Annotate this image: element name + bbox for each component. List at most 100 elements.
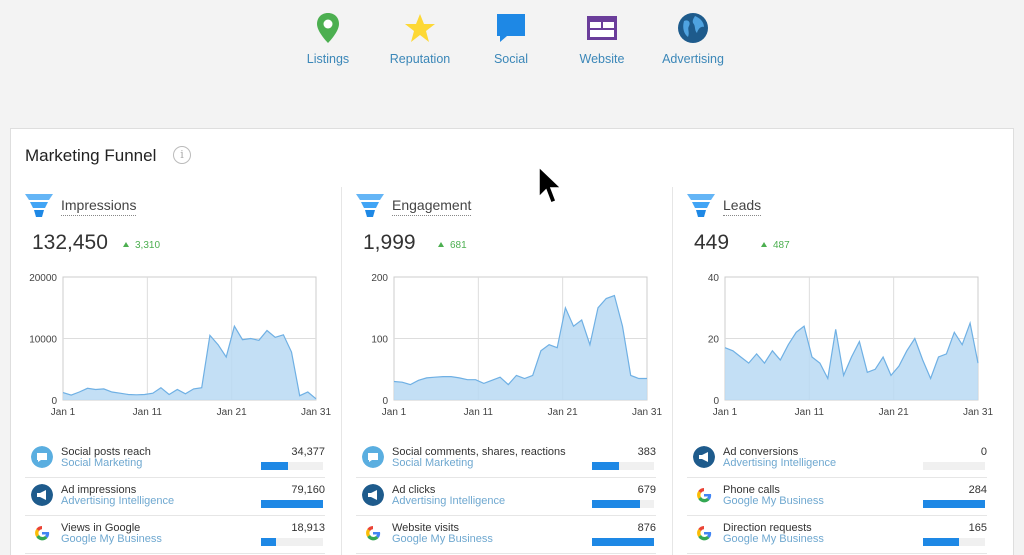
metric-name: Ad conversions xyxy=(723,446,799,458)
metric-bar-fill xyxy=(592,538,654,546)
map-pin-icon xyxy=(317,13,339,43)
google-icon xyxy=(35,526,50,541)
metric-name: Views in Google xyxy=(61,522,141,534)
x-tick-label: Jan 11 xyxy=(133,407,163,418)
total-value: 1,999 xyxy=(363,231,416,254)
funnel-icon xyxy=(687,194,715,217)
megaphone-icon xyxy=(31,484,53,506)
delta-badge: 681 xyxy=(438,240,467,251)
y-tick-label: 0 xyxy=(713,396,719,407)
metric-row: Ad clicks Advertising Intelligence 679 xyxy=(356,478,656,516)
up-arrow-icon xyxy=(123,242,129,247)
series-line xyxy=(724,320,979,381)
funnel-icon xyxy=(25,194,53,217)
delta-value: 681 xyxy=(450,240,467,251)
delta-badge: 487 xyxy=(761,240,790,251)
nav-label: Social xyxy=(493,52,529,66)
metric-value: 34,377 xyxy=(291,446,325,458)
y-tick-label: 40 xyxy=(708,273,720,284)
x-tick-label: Jan 31 xyxy=(963,407,993,418)
info-icon[interactable]: i xyxy=(173,146,191,164)
metric-value: 79,160 xyxy=(291,484,325,496)
metric-source-link[interactable]: Social Marketing xyxy=(392,457,474,469)
total-value: 132,450 xyxy=(32,231,108,254)
x-tick-label: Jan 31 xyxy=(301,407,331,418)
metric-source-link[interactable]: Social Marketing xyxy=(61,457,143,469)
y-tick-label: 0 xyxy=(382,396,388,407)
metric-bar-track xyxy=(592,538,654,546)
megaphone-icon xyxy=(362,484,384,506)
megaphone-icon xyxy=(693,446,715,468)
nav-reputation[interactable]: Reputation xyxy=(365,10,475,66)
nav-advertising[interactable]: Advertising xyxy=(638,10,748,66)
area-series xyxy=(394,295,647,400)
x-tick-label: Jan 21 xyxy=(217,407,247,418)
metric-name: Ad impressions xyxy=(61,484,137,496)
metric-bar-fill xyxy=(592,462,620,470)
x-tick-label: Jan 21 xyxy=(879,407,909,418)
metric-bar-track xyxy=(923,538,985,546)
metric-row: Direction requests Google My Business 165 xyxy=(687,516,987,554)
metric-bar-track xyxy=(261,462,323,470)
metric-bar-track xyxy=(592,462,654,470)
panel-label[interactable]: Engagement xyxy=(392,197,472,216)
nav-label: Listings xyxy=(306,52,350,66)
area-series xyxy=(725,323,978,400)
google-icon xyxy=(366,526,381,541)
up-arrow-icon xyxy=(438,242,444,247)
nav-label: Reputation xyxy=(389,52,451,66)
globe-icon xyxy=(678,13,708,43)
x-tick-label: Jan 1 xyxy=(51,407,76,418)
chat-bubble-icon xyxy=(497,14,525,42)
funnel-icon xyxy=(356,194,384,217)
metric-bar-fill xyxy=(592,500,641,508)
metric-source-link[interactable]: Advertising Intelligence xyxy=(61,495,175,507)
metric-bar-track xyxy=(923,462,985,470)
metric-source-link[interactable]: Advertising Intelligence xyxy=(723,457,837,469)
nav-label: Advertising xyxy=(662,52,724,66)
star-icon xyxy=(405,14,435,42)
metric-bar-fill xyxy=(261,462,288,470)
metric-bar-track xyxy=(592,500,654,508)
panel-label[interactable]: Impressions xyxy=(61,197,137,216)
delta-value: 487 xyxy=(773,240,790,251)
y-tick-label: 100 xyxy=(371,335,388,346)
browser-window-icon xyxy=(587,16,617,40)
metric-name: Social comments, shares, reactions xyxy=(392,446,566,458)
x-tick-label: Jan 21 xyxy=(548,407,578,418)
y-tick-label: 0 xyxy=(51,396,57,407)
metric-value: 383 xyxy=(637,446,656,458)
nav-social[interactable]: Social xyxy=(456,10,566,66)
total-value: 449 xyxy=(694,231,730,254)
series-line xyxy=(393,294,647,386)
metric-row: Views in Google Google My Business 18,913 xyxy=(25,516,325,554)
metric-bar-track xyxy=(923,500,985,508)
y-tick-label: 10000 xyxy=(29,335,57,346)
metric-source-link[interactable]: Advertising Intelligence xyxy=(392,495,506,507)
y-tick-label: 200 xyxy=(371,273,388,284)
panel-leads: Leads 449 487 40 20 0 Jan 1 Jan 11 Jan 21 Jan 31 A… xyxy=(673,187,1004,555)
metric-bar-fill xyxy=(923,538,959,546)
metric-name: Direction requests xyxy=(723,522,812,534)
x-tick-label: Jan 1 xyxy=(713,407,738,418)
google-icon xyxy=(697,488,712,503)
metric-name: Phone calls xyxy=(723,484,780,496)
metric-row: Ad impressions Advertising Intelligence 79… xyxy=(25,478,325,516)
metric-value: 0 xyxy=(980,446,987,458)
nav-label: Website xyxy=(579,52,625,66)
panel-label[interactable]: Leads xyxy=(723,197,762,216)
metric-value: 165 xyxy=(968,522,987,534)
nav-listings[interactable]: Listings xyxy=(273,10,383,66)
chat-bubble-icon xyxy=(31,446,53,468)
delta-value: 3,310 xyxy=(135,240,161,251)
nav-website[interactable]: Website xyxy=(547,10,657,66)
metric-row: Social posts reach Social Marketing 34,377 xyxy=(25,440,325,478)
metric-source-link[interactable]: Google My Business xyxy=(723,533,824,545)
metric-source-link[interactable]: Google My Business xyxy=(392,533,493,545)
metric-source-link[interactable]: Google My Business xyxy=(61,533,162,545)
metric-row: Ad conversions Advertising Intelligence 0 xyxy=(687,440,987,478)
metric-source-link[interactable]: Google My Business xyxy=(723,495,824,507)
y-tick-label: 20000 xyxy=(29,273,57,284)
metric-value: 679 xyxy=(637,484,656,496)
